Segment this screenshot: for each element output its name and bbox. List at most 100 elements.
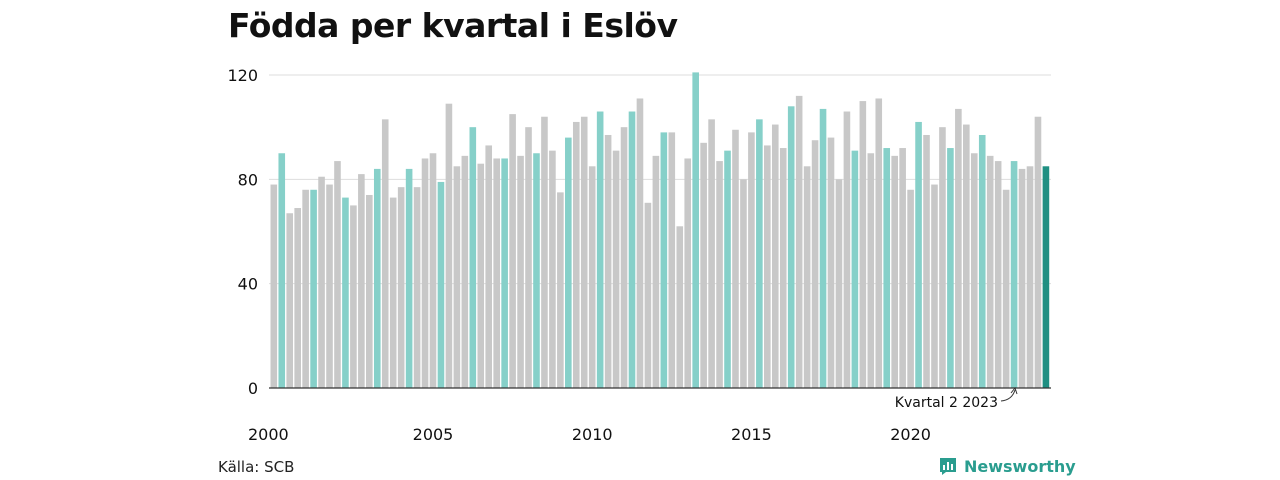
bar <box>740 179 747 388</box>
bar <box>397 187 405 388</box>
y-tick-label: 120 <box>227 66 258 85</box>
bar <box>469 127 477 389</box>
bar <box>923 134 930 388</box>
bar <box>358 174 365 388</box>
bar <box>565 137 572 388</box>
bar <box>939 127 946 389</box>
bar <box>978 134 986 388</box>
x-axis-labels: 2000 2005 2010 2015 2020 <box>248 425 931 444</box>
bar <box>405 168 413 388</box>
bars <box>270 72 1050 389</box>
bar <box>827 137 835 388</box>
bar <box>373 168 381 388</box>
bar <box>326 184 333 388</box>
bar <box>915 121 922 388</box>
bar <box>596 111 604 389</box>
source-label: Källa: SCB <box>218 458 295 476</box>
bar <box>676 226 684 388</box>
bar <box>779 148 787 388</box>
bar <box>835 179 843 388</box>
bar <box>1026 166 1034 388</box>
bar <box>485 145 493 388</box>
bar <box>509 114 516 388</box>
bar <box>851 150 859 388</box>
bar <box>278 153 286 388</box>
bar <box>899 148 906 388</box>
bar <box>1034 116 1042 388</box>
bar <box>342 197 349 388</box>
bar <box>1018 168 1026 388</box>
bar <box>970 153 978 388</box>
bar <box>684 158 692 388</box>
bar <box>724 150 731 388</box>
bar <box>787 106 795 389</box>
bar <box>270 184 278 388</box>
bar <box>756 119 763 388</box>
bar <box>660 132 668 388</box>
bar <box>843 111 851 389</box>
y-tick-label: 40 <box>238 275 258 294</box>
brand-logo: Newsworthy <box>938 456 1076 476</box>
bar <box>549 150 556 388</box>
bar <box>875 98 883 388</box>
bar <box>580 116 588 388</box>
y-tick-label: 0 <box>248 379 258 398</box>
bar <box>302 189 309 388</box>
bar <box>636 98 644 388</box>
bar <box>716 161 723 388</box>
bar <box>517 155 524 388</box>
bar <box>557 192 564 388</box>
bar <box>994 161 1002 388</box>
bar <box>453 166 461 388</box>
annotation-arrow <box>1000 386 1018 402</box>
bar <box>963 124 970 388</box>
bar <box>334 161 341 388</box>
brand-name: Newsworthy <box>964 456 1076 476</box>
bar <box>572 121 580 388</box>
x-tick-label: 2015 <box>731 425 772 444</box>
bar <box>533 153 540 388</box>
bar <box>931 184 938 388</box>
bar <box>819 108 827 389</box>
bar <box>867 153 875 388</box>
bar <box>612 150 620 388</box>
bar <box>644 202 652 388</box>
bar <box>652 155 660 388</box>
bar <box>732 129 739 388</box>
bar <box>421 158 429 388</box>
bar <box>1042 166 1050 388</box>
bar <box>859 101 867 388</box>
x-tick-label: 2000 <box>248 425 289 444</box>
bar <box>708 119 715 388</box>
bar <box>493 158 500 388</box>
bar <box>350 205 357 388</box>
bar <box>1010 161 1018 388</box>
bar <box>811 140 819 388</box>
bar <box>620 127 628 389</box>
chart-title: Födda per kvartal i Eslöv <box>228 6 678 45</box>
newsworthy-logo-icon <box>940 458 956 475</box>
bar <box>795 95 803 388</box>
x-tick-label: 2005 <box>413 425 454 444</box>
bar <box>1002 189 1010 388</box>
bar <box>318 176 325 388</box>
bar <box>413 187 421 388</box>
bar <box>286 213 294 388</box>
annotation-label: Kvartal 2 2023 <box>895 395 998 411</box>
bar <box>294 208 301 388</box>
bar <box>748 132 755 388</box>
bar <box>955 108 962 389</box>
y-tick-label: 80 <box>238 170 258 189</box>
bar <box>891 155 898 388</box>
bar <box>437 181 445 388</box>
bar <box>668 132 676 388</box>
bar <box>381 119 389 388</box>
bar <box>883 148 891 388</box>
bar <box>947 148 954 388</box>
bar <box>588 166 596 388</box>
bar <box>501 158 508 388</box>
bar <box>764 145 771 388</box>
bar <box>692 72 699 389</box>
bar <box>541 116 548 388</box>
